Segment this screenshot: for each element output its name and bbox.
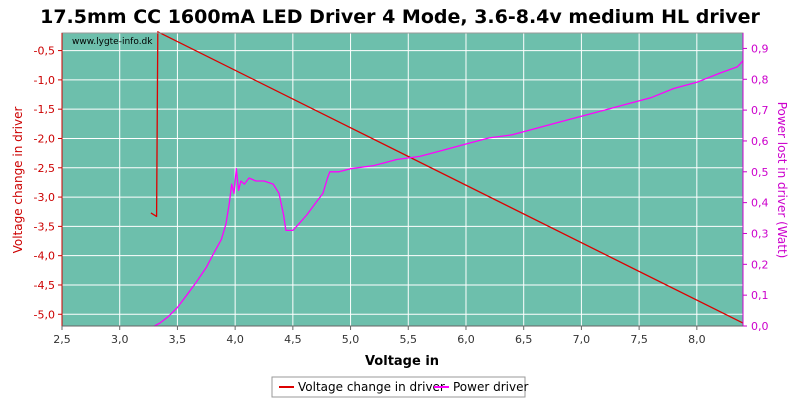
- right-axis: 0,9 0,8 0,7 0,6 0,5 0,4 0,3 0,2 0,1 0,0: [742, 33, 769, 333]
- right-tick-label: 0,7: [751, 104, 769, 117]
- left-tick-label: -1,0: [34, 74, 55, 87]
- left-tick-label: -3,5: [34, 220, 55, 233]
- x-tick-label: 4,0: [226, 333, 244, 346]
- x-tick-label: 3,5: [169, 333, 187, 346]
- x-tick-label: 6,5: [515, 333, 533, 346]
- right-tick-label: 0,4: [751, 197, 769, 210]
- x-tick-label: 5,5: [400, 333, 418, 346]
- right-tick-label: 0,6: [751, 135, 769, 148]
- series-layer: [150, 31, 744, 327]
- legend-label-voltage: Voltage change in driver: [298, 380, 445, 394]
- x-axis: 2,5 3,0 3,5 4,0 4,5 5,0 5,5 6,0 6,5 7,0 7,5 8,0: [53, 325, 743, 346]
- left-tick-label: -4,5: [34, 279, 55, 292]
- left-tick-label: -2,5: [34, 162, 55, 175]
- right-axis-title: Power lost in driver (Watt): [775, 102, 789, 259]
- right-tick-label: 0,8: [751, 73, 769, 86]
- left-tick-label: -1,5: [34, 103, 55, 116]
- watermark: www.lygte-info.dk: [72, 37, 153, 47]
- series-line-power: [153, 60, 744, 327]
- left-axis: -0,5 -1,0 -1,5 -2,0 -2,5 -3,0 -3,5 -4,0 -4,5 -5,0: [34, 33, 63, 326]
- left-tick-label: -2,0: [34, 132, 55, 145]
- right-tick-label: 0,9: [751, 42, 769, 55]
- series-line-voltage: [150, 31, 744, 324]
- left-tick-label: -4,0: [34, 250, 55, 263]
- x-tick-label: 7,0: [573, 333, 591, 346]
- left-tick-label: -5,0: [34, 308, 55, 321]
- x-axis-title: Voltage in: [365, 354, 439, 369]
- x-tick-label: 7,5: [630, 333, 648, 346]
- right-tick-label: 0,1: [751, 289, 769, 302]
- x-tick-label: 3,0: [111, 333, 129, 346]
- x-tick-label: 2,5: [53, 333, 71, 346]
- legend: Voltage change in driver Power driver: [271, 376, 528, 398]
- plot-area: [62, 33, 743, 326]
- right-tick-label: 0,0: [751, 320, 769, 333]
- right-tick-label: 0,2: [751, 258, 769, 271]
- x-tick-label: 5,0: [342, 333, 360, 346]
- x-tick-label: 6,0: [457, 333, 475, 346]
- left-tick-label: -0,5: [34, 45, 55, 58]
- chart-title: 17.5mm CC 1600mA LED Driver 4 Mode, 3.6-…: [40, 6, 760, 28]
- right-tick-label: 0,5: [751, 166, 769, 179]
- left-tick-label: -3,0: [34, 191, 55, 204]
- x-tick-label: 4,5: [284, 333, 302, 346]
- left-axis-title: Voltage change in driver: [11, 107, 25, 254]
- x-tick-label: 8,0: [688, 333, 706, 346]
- legend-box: [271, 376, 526, 398]
- right-tick-label: 0,3: [751, 227, 769, 240]
- legend-label-power: Power driver: [453, 380, 528, 394]
